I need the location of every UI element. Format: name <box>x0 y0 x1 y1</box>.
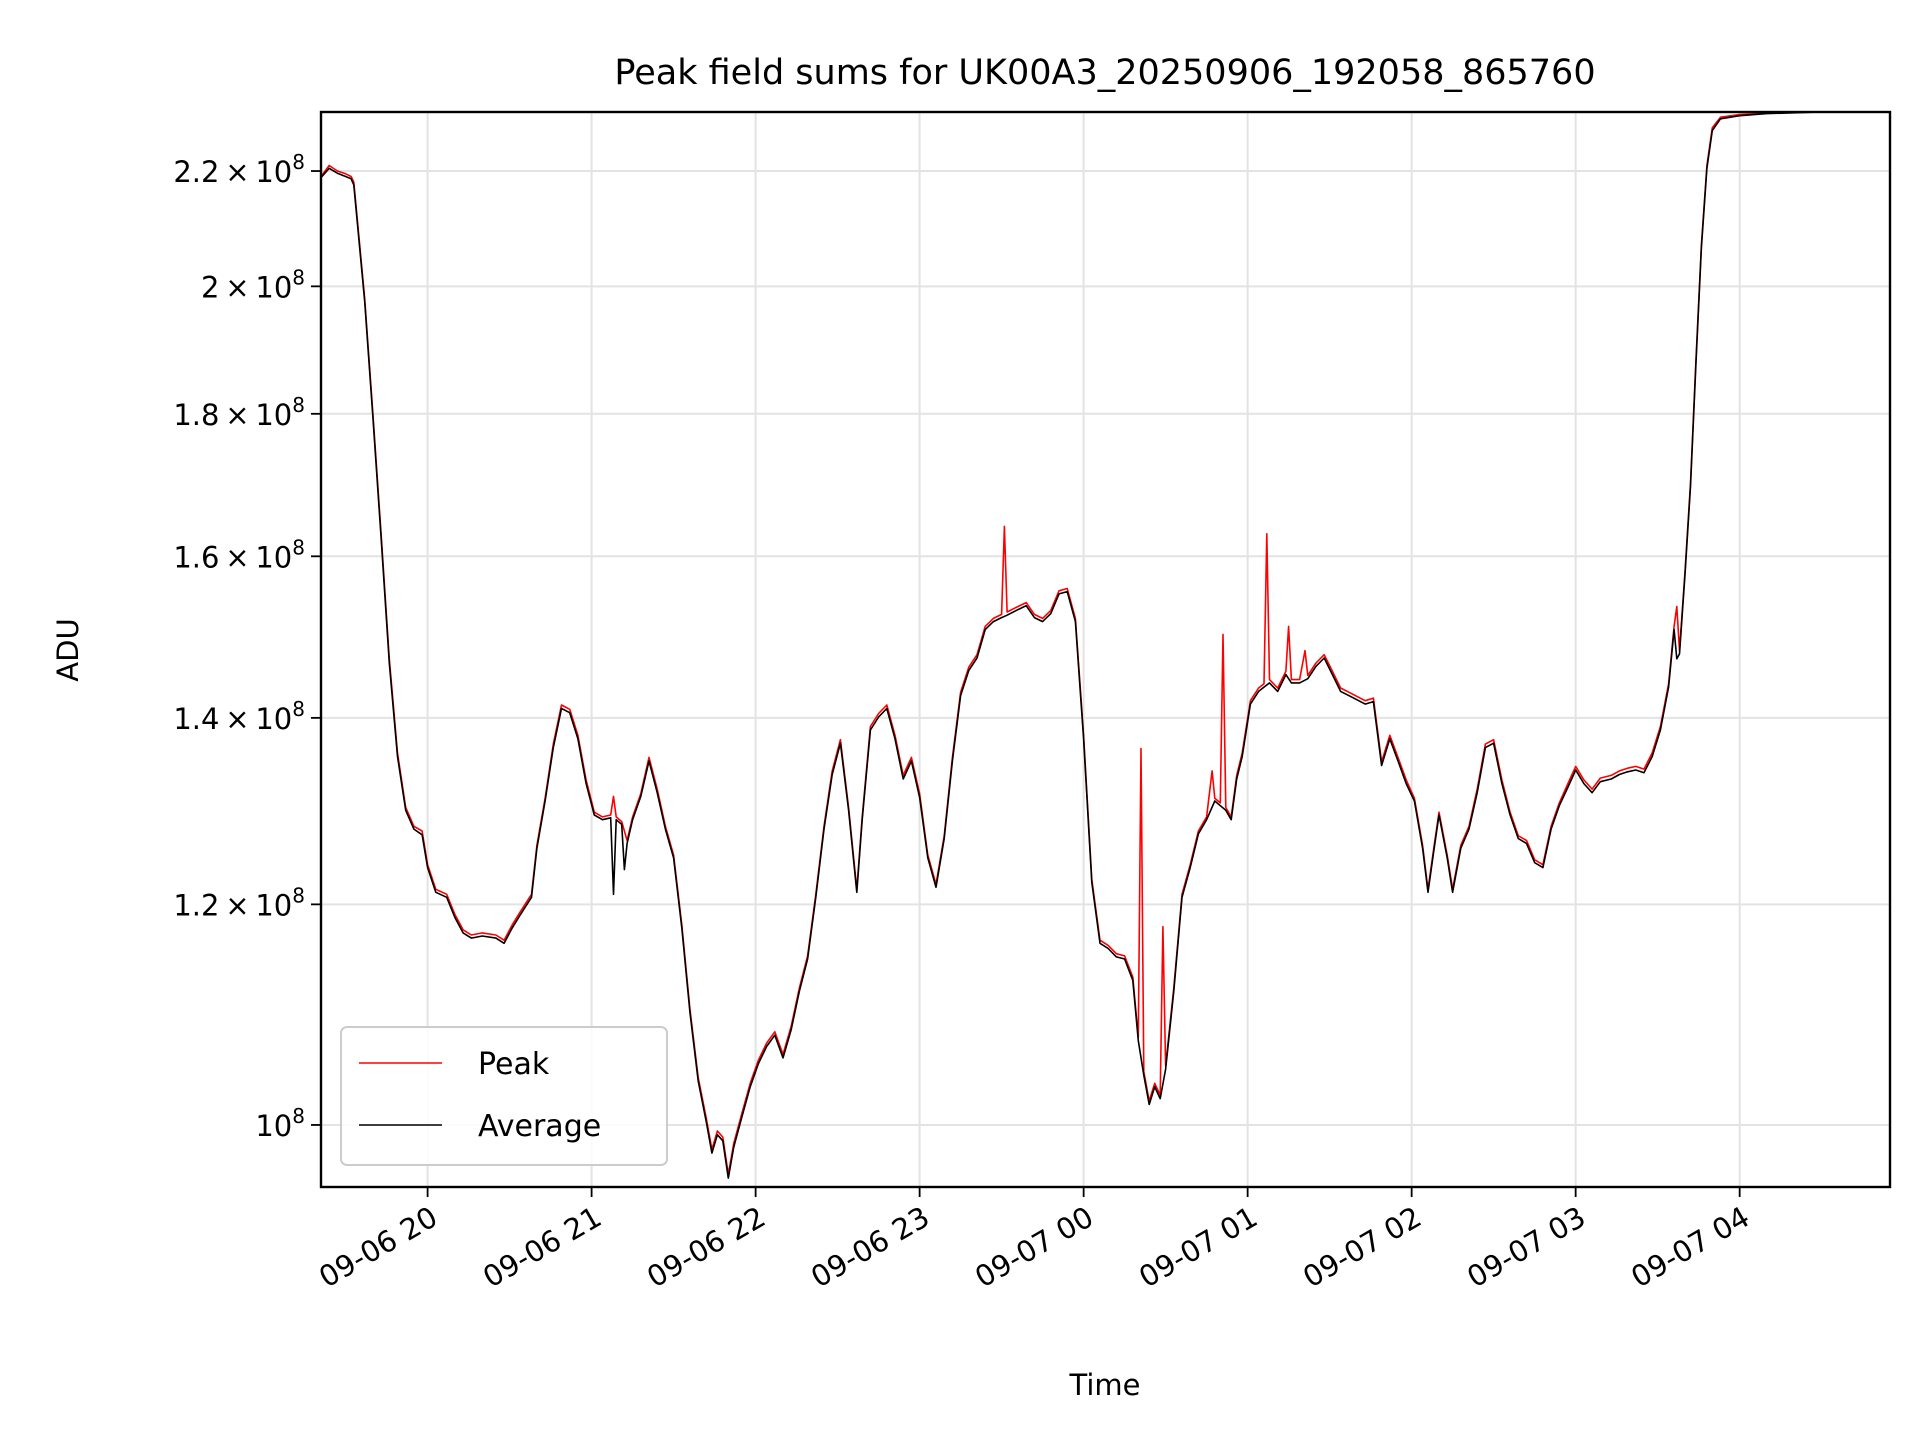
x-tick-label: 09-07 03 <box>1461 1200 1591 1295</box>
y-tick-label: 1.2 × 108 <box>173 883 305 922</box>
x-tick-label: 09-07 02 <box>1297 1200 1427 1295</box>
y-axis-label: ADU <box>51 618 85 681</box>
chart-title: Peak field sums for UK00A3_20250906_1920… <box>614 53 1595 93</box>
legend: Peak Average <box>340 1026 668 1166</box>
y-tick-label: 108 <box>255 1104 305 1143</box>
y-axis-ticks: 108 1.2 × 108 1.4 × 108 1.6 × 108 1.8 × 108 2… <box>173 150 321 1143</box>
y-tick-label: 1.8 × 108 <box>173 393 305 432</box>
y-tick-label: 1.4 × 108 <box>173 697 305 736</box>
legend-box <box>340 1026 668 1166</box>
x-tick-label: 09-07 04 <box>1625 1200 1755 1295</box>
y-tick-label: 1.6 × 108 <box>173 535 305 574</box>
x-axis-label: Time <box>1069 1368 1141 1402</box>
x-tick-label: 09-06 21 <box>477 1200 607 1295</box>
grid-lines <box>321 112 1890 1187</box>
x-tick-label: 09-06 20 <box>313 1200 443 1295</box>
plot-frame <box>319 110 1892 1189</box>
x-tick-label: 09-06 22 <box>641 1200 771 1295</box>
y-tick-label: 2.2 × 108 <box>173 150 305 189</box>
x-axis-ticks: 09-06 20 09-06 21 09-06 22 09-06 23 09-07 00… <box>313 1187 1755 1294</box>
legend-label-average: Average <box>478 1109 601 1144</box>
y-tick-label: 2 × 108 <box>201 265 305 304</box>
legend-label-peak: Peak <box>478 1047 550 1082</box>
series-line-average <box>321 112 1890 1179</box>
x-tick-label: 09-07 00 <box>969 1200 1099 1295</box>
series-lines <box>321 112 1890 1179</box>
x-tick-label: 09-07 01 <box>1133 1200 1263 1295</box>
series-line-peak <box>321 112 1890 1176</box>
x-tick-label: 09-06 23 <box>805 1200 935 1295</box>
